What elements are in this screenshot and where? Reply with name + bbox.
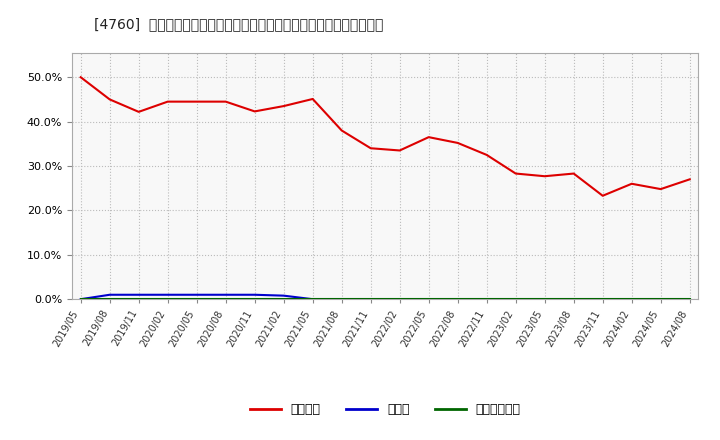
- Text: [4760]  自己資本、のれん、繰延税金資産の総資産に対する比率の推移: [4760] 自己資本、のれん、繰延税金資産の総資産に対する比率の推移: [94, 18, 383, 32]
- Legend: 自己資本, のれん, 繰延税金資産: 自己資本, のれん, 繰延税金資産: [245, 398, 526, 421]
